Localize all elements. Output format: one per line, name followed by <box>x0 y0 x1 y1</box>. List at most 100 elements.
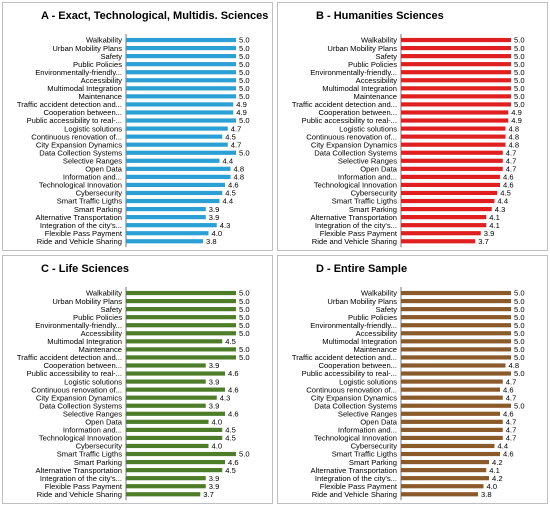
value-label: 4.6 <box>228 369 239 378</box>
value-label: 5.0 <box>514 329 525 338</box>
category-label: Urban Mobility Plans <box>327 297 397 306</box>
category-label: Technological Innovation <box>39 434 122 443</box>
category-label: Maintenance <box>79 92 122 101</box>
value-label: 5.0 <box>239 450 250 459</box>
category-label: Public Policies <box>348 60 397 69</box>
value-label: 4.9 <box>236 100 247 109</box>
bar <box>401 476 489 481</box>
bar <box>126 443 209 449</box>
value-label: 5.0 <box>239 289 250 298</box>
bar <box>401 94 511 99</box>
bar <box>401 206 492 212</box>
category-label: Ride and Vehicle Sharing <box>37 490 122 499</box>
bar <box>126 379 206 384</box>
category-label: Public Policies <box>73 60 122 69</box>
bar <box>126 126 228 131</box>
value-label: 3.9 <box>209 361 220 370</box>
value-label: 5.0 <box>514 297 525 306</box>
category-label: Walkability <box>86 289 122 298</box>
bar <box>401 484 484 489</box>
category-label: Multimodal Integration <box>47 84 122 93</box>
value-label: 5.0 <box>514 321 525 330</box>
bar <box>126 476 206 481</box>
bar <box>401 403 511 408</box>
value-label: 4.6 <box>503 409 514 418</box>
bar <box>126 198 220 204</box>
category-label: Information and... <box>338 173 397 182</box>
bar <box>126 231 209 236</box>
value-label: 5.0 <box>514 313 525 322</box>
category-label: Cybersecurity <box>76 442 123 451</box>
bar <box>401 492 478 497</box>
value-label: 3.7 <box>203 490 214 499</box>
category-label: Open Data <box>360 165 398 174</box>
category-label: Environmentally-friendly... <box>35 321 122 330</box>
value-label: 5.0 <box>514 68 525 77</box>
bar <box>401 174 500 179</box>
bar <box>126 78 236 83</box>
value-label: 4.6 <box>503 385 514 394</box>
chart-title: D - Entire Sample <box>316 263 407 275</box>
value-label: 5.0 <box>514 92 525 101</box>
value-label: 5.0 <box>239 353 250 362</box>
bar <box>126 347 236 352</box>
bar <box>401 231 481 236</box>
value-label: 4.9 <box>236 108 247 117</box>
category-label: Ride and Vehicle Sharing <box>37 237 122 246</box>
bar <box>126 206 206 212</box>
bar <box>126 134 223 139</box>
value-label: 4.8 <box>509 361 520 370</box>
value-label: 5.0 <box>514 52 525 61</box>
category-label: Multimodal Integration <box>322 84 397 93</box>
value-label: 3.8 <box>206 237 217 246</box>
value-label: 4.5 <box>500 189 511 198</box>
bar <box>401 239 476 244</box>
category-label: Environmentally-friendly... <box>310 321 397 330</box>
category-label: Selective Ranges <box>63 156 122 165</box>
value-label: 4.3 <box>220 393 231 402</box>
value-label: 5.0 <box>239 321 250 330</box>
bar <box>126 94 236 99</box>
value-label: 4.7 <box>506 418 517 427</box>
category-label: Public Policies <box>73 313 122 322</box>
value-label: 4.1 <box>489 213 500 222</box>
category-label: Logistic solutions <box>339 377 397 386</box>
bar <box>126 45 236 51</box>
category-label: Public accessibility to real-... <box>302 369 397 378</box>
bar <box>401 37 511 43</box>
category-label: Accessibility <box>81 76 123 85</box>
value-label: 5.0 <box>514 345 525 354</box>
category-label: Information and... <box>63 426 122 435</box>
category-label: Public Policies <box>348 313 397 322</box>
value-label: 5.0 <box>239 313 250 322</box>
value-label: 5.0 <box>514 36 525 45</box>
category-label: Multimodal Integration <box>322 337 397 346</box>
bar <box>126 223 217 228</box>
bar <box>401 435 503 441</box>
category-label: Smart Traffic Ligths <box>332 197 397 206</box>
bar <box>401 86 511 91</box>
value-label: 5.0 <box>239 60 250 69</box>
bar <box>126 307 236 312</box>
value-label: 4.2 <box>492 458 503 467</box>
value-label: 5.0 <box>514 84 525 93</box>
category-label: Flexible Pass Payment <box>45 482 123 491</box>
bar <box>401 110 509 115</box>
value-label: 4.4 <box>498 442 509 451</box>
value-label: 4.8 <box>509 124 520 133</box>
value-label: 4.4 <box>498 197 509 206</box>
bar <box>401 307 511 312</box>
bar <box>401 166 503 171</box>
value-label: 4.7 <box>506 165 517 174</box>
category-label: Alternative Transportation <box>310 466 397 475</box>
value-label: 5.0 <box>514 369 525 378</box>
category-label: Traffic accident detection and... <box>17 353 122 362</box>
bar <box>126 110 234 115</box>
category-label: Information and... <box>338 426 397 435</box>
value-label: 3.9 <box>209 213 220 222</box>
value-label: 5.0 <box>239 297 250 306</box>
category-label: Smart Parking <box>74 458 122 467</box>
category-label: Logistic solutions <box>64 377 122 386</box>
bar <box>401 395 503 400</box>
bar <box>401 355 511 360</box>
